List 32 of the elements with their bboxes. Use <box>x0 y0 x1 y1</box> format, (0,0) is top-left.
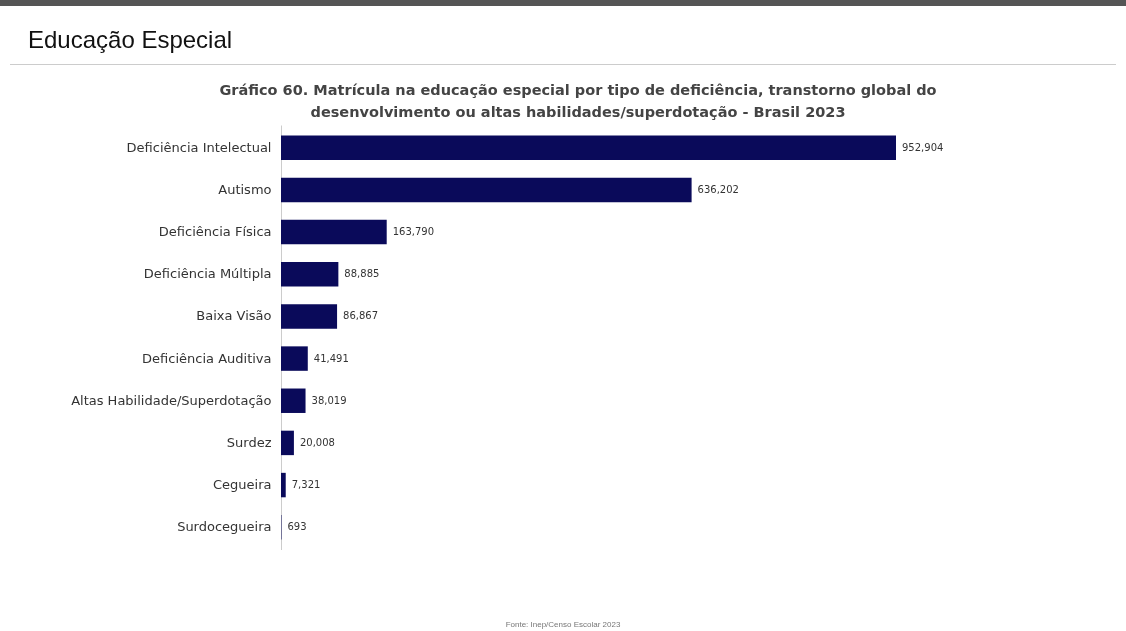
y-tick-label: Deficiência Auditiva <box>142 350 272 366</box>
bar <box>281 135 896 160</box>
bar <box>281 304 338 329</box>
bar <box>281 430 294 456</box>
bar <box>281 177 692 203</box>
data-label: 20,008 <box>299 436 335 448</box>
y-tick-label: Baixa Visão <box>196 308 272 324</box>
y-tick-label: Deficiência Intelectual <box>126 139 272 155</box>
data-label: 693 <box>287 521 307 533</box>
y-tick-label: Altas Habilidade/Superdotação <box>71 392 272 408</box>
bar <box>281 472 286 498</box>
data-label: 7,321 <box>291 479 321 491</box>
bar <box>281 262 339 287</box>
y-tick-label: Deficiência Múltipla <box>143 266 272 282</box>
bar <box>281 219 387 245</box>
data-label: 952,904 <box>902 141 944 153</box>
chart-title: Educação Especial <box>10 6 1116 65</box>
data-label: 88,885 <box>344 268 380 280</box>
source-note: Fonte: Inep/Censo Escolar 2023 <box>504 620 622 629</box>
bar <box>281 346 308 371</box>
y-tick-label: Cegueira <box>213 477 272 493</box>
data-label: 163,790 <box>392 226 435 238</box>
y-tick-label: Deficiência Física <box>158 224 272 240</box>
chart-subtitle: Gráfico 60. Matrícula na educação especial por tipo de deficiência, transtorno global do desenvolvimento ou altas habilidades/superdotação - Brasil 2023 <box>218 81 938 122</box>
y-tick-label: Surdez <box>226 434 272 450</box>
y-tick-label: Surdocegueira <box>177 519 272 535</box>
data-label: 86,867 <box>343 310 379 322</box>
data-label: 41,491 <box>313 352 349 364</box>
data-label: 636,202 <box>697 183 739 195</box>
y-tick-label: Autismo <box>218 181 272 197</box>
data-label: 38,019 <box>311 394 347 406</box>
bar <box>281 388 306 413</box>
